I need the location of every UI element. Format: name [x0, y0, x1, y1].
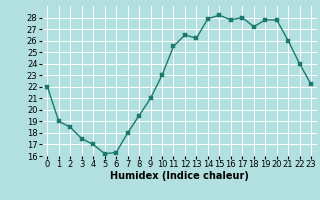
X-axis label: Humidex (Indice chaleur): Humidex (Indice chaleur) — [110, 171, 249, 181]
